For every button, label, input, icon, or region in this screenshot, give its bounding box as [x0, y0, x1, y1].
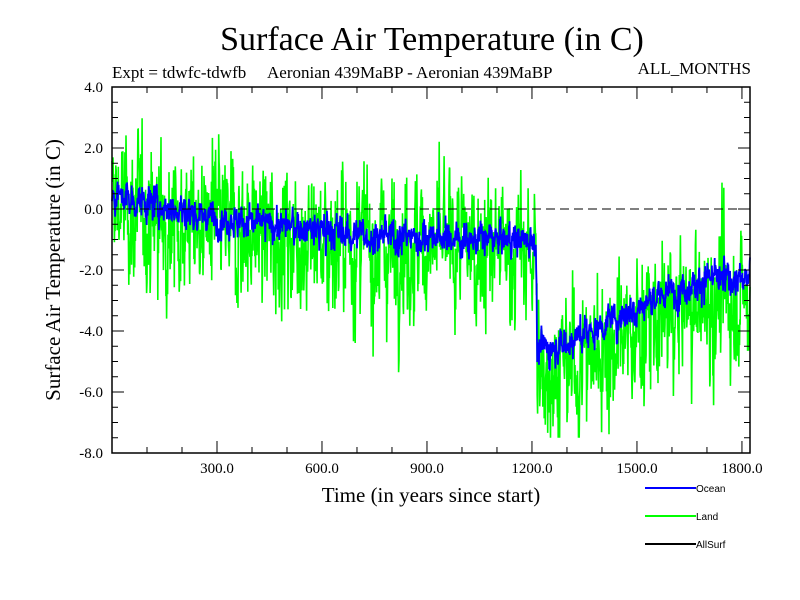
y-tick-label: -6.0 [79, 385, 103, 401]
series-land-line [111, 118, 751, 438]
plot-area [111, 86, 751, 454]
x-tick-label: 1800.0 [721, 461, 762, 477]
x-tick-label: 1200.0 [511, 461, 552, 477]
ticks-layer [112, 86, 750, 454]
y-tick-label: -8.0 [79, 446, 103, 462]
legend: Ocean Land AllSurf [645, 484, 726, 551]
y-tick-label: -2.0 [79, 263, 103, 279]
series-layer [111, 118, 751, 438]
chart-subtitle-experiment: Expt = tdwfc-tdwfb [112, 63, 246, 82]
y-tick-label: -4.0 [79, 324, 103, 340]
y-tick-label: 0.0 [84, 202, 103, 218]
x-axis-label: Time (in years since start) [322, 483, 541, 507]
y-tick-label: 2.0 [84, 141, 103, 157]
legend-label-ocean: Ocean [696, 484, 725, 495]
chart-title: Surface Air Temperature (in C) [220, 21, 644, 58]
legend-label-land: Land [696, 512, 718, 523]
x-tick-label: 600.0 [305, 461, 339, 477]
x-tick-labels: 300.0 600.0 900.0 1200.0 1500.0 1800.0 [200, 461, 762, 477]
x-tick-label: 300.0 [200, 461, 234, 477]
chart-subtitle-months: ALL_MONTHS [638, 59, 751, 78]
x-tick-label: 900.0 [410, 461, 444, 477]
y-tick-labels: 4.0 2.0 0.0 -2.0 -4.0 -6.0 -8.0 [79, 80, 103, 462]
series-ocean-line [111, 181, 751, 371]
x-tick-label: 1500.0 [616, 461, 657, 477]
legend-label-allsurf: AllSurf [696, 540, 726, 551]
y-axis-label: Surface Air Temperature (in C) [41, 139, 65, 401]
chart-subtitle-period: Aeronian 439MaBP - Aeronian 439MaBP [267, 63, 553, 82]
y-tick-label: 4.0 [84, 80, 103, 96]
